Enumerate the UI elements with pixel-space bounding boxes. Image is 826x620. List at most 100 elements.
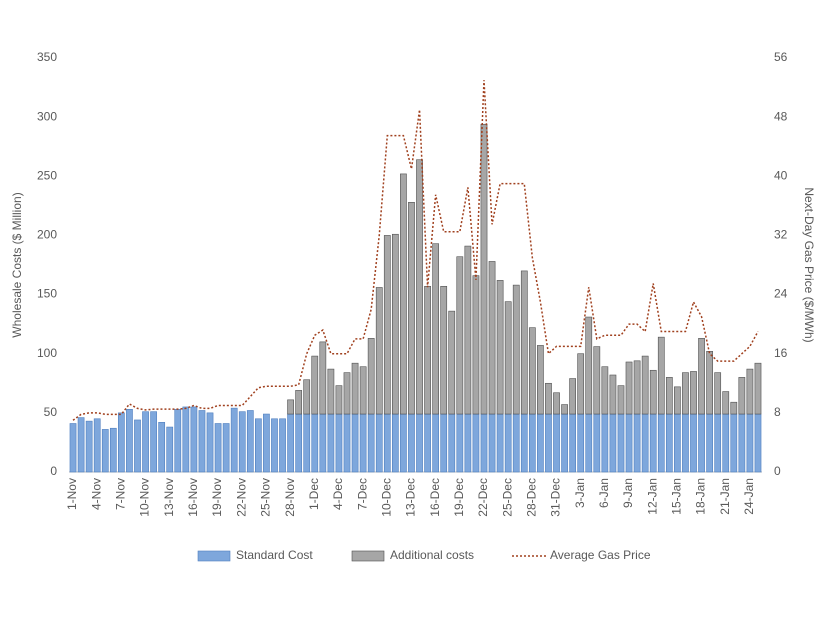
bar xyxy=(279,418,286,473)
bar xyxy=(287,399,294,415)
bar xyxy=(617,385,625,415)
bar xyxy=(569,378,576,415)
bar xyxy=(528,327,536,415)
y2-tick-label: 24 xyxy=(774,287,788,301)
bar xyxy=(400,173,407,415)
bar xyxy=(424,285,431,415)
bar xyxy=(367,338,375,415)
line xyxy=(72,80,759,421)
x-tick-label: 22-Nov xyxy=(234,478,248,517)
bar xyxy=(625,413,633,473)
bar xyxy=(633,360,641,415)
x-tick-label: 16-Nov xyxy=(186,478,200,517)
bar xyxy=(561,413,568,473)
bar xyxy=(109,427,117,473)
bar xyxy=(706,413,713,473)
bar xyxy=(722,413,730,473)
bar xyxy=(246,410,254,473)
x-tick-label: 10-Dec xyxy=(379,478,393,517)
bar xyxy=(464,245,472,415)
y-tick-label: 250 xyxy=(37,168,57,182)
bar xyxy=(69,423,77,473)
x-tick-label: 24-Jan xyxy=(742,478,756,515)
bar xyxy=(327,368,335,415)
bar xyxy=(472,275,480,415)
bar xyxy=(657,413,665,473)
bar xyxy=(496,280,504,415)
bar xyxy=(545,413,552,473)
bar xyxy=(134,419,141,473)
x-tick-label: 3-Jan xyxy=(573,478,587,508)
bar xyxy=(698,413,705,473)
bar xyxy=(504,413,512,473)
bar xyxy=(601,366,609,415)
bar xyxy=(432,413,440,473)
bar xyxy=(424,413,431,473)
bar xyxy=(448,310,456,415)
y2-tick-label: 40 xyxy=(774,168,788,182)
bar xyxy=(496,413,504,473)
bar xyxy=(85,420,93,473)
bar xyxy=(545,382,552,415)
bar xyxy=(464,413,472,473)
bar xyxy=(577,353,585,415)
x-tick-label: 28-Nov xyxy=(283,478,297,517)
bar xyxy=(480,123,488,415)
x-tick-label: 31-Dec xyxy=(549,478,563,517)
bar xyxy=(101,429,109,473)
bar xyxy=(585,413,593,473)
bar xyxy=(641,355,649,415)
bar xyxy=(359,366,367,415)
bar xyxy=(682,413,689,473)
x-tick-label: 9-Jan xyxy=(621,478,635,508)
bar xyxy=(488,413,496,473)
bar xyxy=(343,372,351,415)
legend-label: Additional costs xyxy=(390,548,474,562)
x-tick-label: 6-Jan xyxy=(597,478,611,508)
x-tick-label: 4-Dec xyxy=(331,478,345,510)
bar xyxy=(400,413,407,473)
bar xyxy=(593,413,601,473)
x-tick-label: 1-Nov xyxy=(65,478,79,510)
bar xyxy=(198,410,206,473)
bar xyxy=(690,413,697,473)
x-tick-label: 7-Dec xyxy=(355,478,369,510)
bar xyxy=(448,413,456,473)
y2-tick-label: 16 xyxy=(774,346,788,360)
bar xyxy=(343,413,351,473)
y2-tick-label: 0 xyxy=(774,464,781,478)
bar xyxy=(512,284,520,415)
bar xyxy=(553,413,560,473)
bar xyxy=(561,404,568,415)
bar xyxy=(520,270,528,415)
bar xyxy=(158,422,166,473)
legend-label: Average Gas Price xyxy=(550,548,651,562)
bar xyxy=(311,413,319,473)
bar xyxy=(674,386,681,415)
bar xyxy=(351,362,359,415)
x-tick-label: 28-Dec xyxy=(525,478,539,517)
bar xyxy=(706,351,713,415)
bar xyxy=(367,413,375,473)
bar xyxy=(537,345,544,415)
bar xyxy=(255,418,262,473)
y-tick-label: 100 xyxy=(37,346,57,360)
y-tick-label: 350 xyxy=(37,50,57,64)
y-tick-label: 0 xyxy=(50,464,57,478)
bar xyxy=(319,341,327,415)
bar xyxy=(408,202,415,415)
bar xyxy=(738,413,746,473)
bar xyxy=(641,413,649,473)
bar xyxy=(569,413,576,473)
bar xyxy=(504,301,512,415)
bar xyxy=(665,413,673,473)
x-tick-label: 7-Nov xyxy=(114,478,128,510)
bar xyxy=(222,423,230,473)
bar xyxy=(142,411,149,473)
x-tick-label: 19-Nov xyxy=(210,478,224,517)
bar xyxy=(722,391,730,415)
bar xyxy=(93,418,101,473)
x-tick-label: 22-Dec xyxy=(476,478,490,517)
bar xyxy=(327,413,335,473)
